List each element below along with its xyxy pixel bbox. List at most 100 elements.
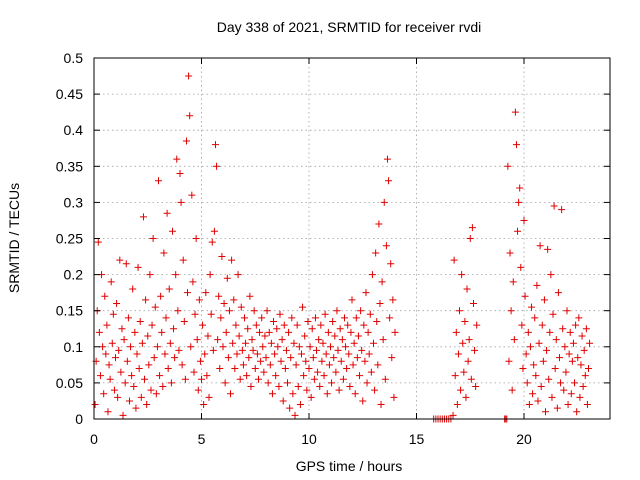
data-point	[224, 354, 232, 362]
data-point	[371, 386, 379, 394]
data-point	[254, 375, 262, 383]
data-point	[542, 408, 549, 416]
data-point	[348, 296, 356, 304]
data-point	[95, 328, 103, 336]
data-point	[249, 346, 257, 354]
data-point	[101, 292, 109, 300]
data-point	[247, 383, 255, 391]
data-point	[534, 397, 542, 405]
data-point	[202, 289, 210, 297]
data-point	[118, 325, 126, 333]
data-point	[160, 249, 168, 257]
x-axis-label: GPS time / hours	[296, 458, 403, 474]
data-point	[307, 393, 315, 401]
data-point	[514, 227, 522, 235]
data-point	[366, 310, 374, 318]
data-point	[120, 336, 128, 344]
data-point	[158, 328, 166, 336]
data-point	[516, 184, 524, 192]
data-point	[373, 318, 381, 326]
data-point	[180, 318, 188, 326]
data-point	[260, 368, 268, 376]
data-point	[128, 372, 136, 380]
data-point	[344, 321, 352, 329]
data-point	[225, 307, 233, 315]
data-point	[127, 343, 135, 351]
data-point	[194, 386, 202, 394]
data-point	[228, 256, 236, 264]
data-point	[342, 343, 350, 351]
x-tick-label: 10	[301, 431, 317, 447]
data-point	[272, 372, 280, 380]
data-point	[162, 314, 170, 322]
data-point	[99, 343, 107, 351]
x-tick-label: 5	[198, 431, 206, 447]
data-point	[161, 350, 169, 358]
data-point	[287, 354, 295, 362]
data-point	[358, 346, 366, 354]
data-point	[174, 307, 182, 315]
data-point	[535, 339, 543, 347]
data-point	[465, 336, 473, 344]
data-point	[171, 354, 179, 362]
data-point	[131, 328, 139, 336]
data-point	[262, 354, 270, 362]
data-point	[290, 339, 298, 347]
data-point	[345, 350, 353, 358]
data-point	[525, 401, 533, 409]
data-point	[104, 408, 112, 416]
data-point	[343, 364, 351, 372]
data-point	[96, 372, 104, 380]
data-point	[259, 343, 267, 351]
x-axis-tick-labels: 0 5 10 15 20	[90, 431, 532, 447]
data-point	[537, 383, 545, 391]
data-point	[292, 361, 300, 369]
data-point	[580, 346, 588, 354]
data-point	[179, 256, 187, 264]
data-point	[164, 364, 172, 372]
data-point	[235, 332, 243, 340]
data-point	[102, 350, 110, 358]
data-point	[548, 393, 556, 401]
data-point	[575, 314, 583, 322]
data-point	[585, 364, 592, 372]
data-point	[332, 368, 340, 376]
data-point	[166, 339, 174, 347]
data-point	[459, 339, 467, 347]
data-point	[172, 271, 180, 279]
data-point	[277, 357, 285, 365]
data-point	[354, 332, 362, 340]
data-point	[231, 364, 239, 372]
data-point	[302, 357, 310, 365]
data-point	[196, 357, 204, 365]
data-point	[270, 318, 278, 326]
data-point	[152, 390, 160, 398]
data-point	[241, 314, 248, 322]
data-point	[337, 357, 345, 365]
data-point	[359, 397, 367, 405]
data-point	[528, 303, 536, 311]
data-point	[114, 393, 122, 401]
data-point	[107, 278, 115, 286]
data-point	[466, 235, 474, 242]
data-point	[124, 314, 132, 322]
data-point	[536, 242, 544, 250]
data-point	[289, 390, 297, 398]
data-point	[245, 354, 253, 362]
data-point	[201, 350, 209, 358]
data-point	[129, 285, 137, 293]
data-point	[155, 177, 162, 185]
data-point	[203, 372, 211, 380]
data-point	[237, 303, 245, 311]
data-point	[220, 299, 228, 307]
data-point	[379, 336, 387, 344]
data-point	[181, 375, 189, 383]
data-point	[204, 332, 212, 340]
data-point	[192, 235, 200, 242]
data-point	[163, 209, 171, 217]
data-point	[252, 321, 260, 329]
x-tick-label: 20	[516, 431, 532, 447]
data-point	[119, 411, 127, 419]
data-point	[282, 346, 290, 354]
data-point	[199, 321, 207, 329]
